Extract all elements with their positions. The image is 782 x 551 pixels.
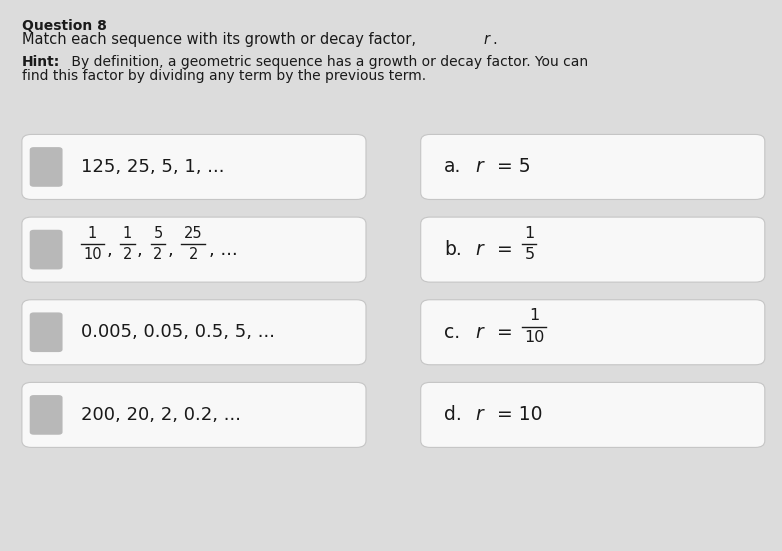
Text: = 5: = 5 [497,158,531,176]
Text: Match each sequence with its growth or decay factor,: Match each sequence with its growth or d… [22,32,421,47]
Text: .: . [493,32,497,47]
FancyBboxPatch shape [22,217,366,282]
Text: 2: 2 [153,247,163,262]
Text: r: r [475,406,483,424]
Text: 5: 5 [153,226,163,241]
Text: =: = [497,240,513,259]
FancyBboxPatch shape [421,382,765,447]
FancyBboxPatch shape [30,312,63,352]
Text: By definition, a geometric sequence has a growth or decay factor. You can: By definition, a geometric sequence has … [67,55,588,69]
Text: 2: 2 [188,247,198,262]
Text: 1: 1 [524,226,535,241]
Text: b.: b. [444,240,462,259]
Text: r: r [475,323,483,342]
FancyBboxPatch shape [22,134,366,199]
Text: 1: 1 [123,226,132,241]
FancyBboxPatch shape [421,217,765,282]
Text: Question 8: Question 8 [22,19,107,33]
Text: =: = [497,323,513,342]
Text: find this factor by dividing any term by the previous term.: find this factor by dividing any term by… [22,69,426,83]
Text: r: r [475,240,483,259]
Text: ,: , [106,241,112,258]
FancyBboxPatch shape [22,382,366,447]
Text: d.: d. [444,406,462,424]
Text: 10: 10 [524,330,544,345]
Text: 10: 10 [83,247,102,262]
Text: = 10: = 10 [497,406,543,424]
FancyBboxPatch shape [22,300,366,365]
Text: r: r [483,32,490,47]
Text: 1: 1 [529,309,540,323]
Text: 200, 20, 2, 0.2, ...: 200, 20, 2, 0.2, ... [81,406,241,424]
Text: 125, 25, 5, 1, ...: 125, 25, 5, 1, ... [81,158,224,176]
Text: ,: , [167,241,173,258]
FancyBboxPatch shape [30,395,63,435]
Text: c.: c. [444,323,461,342]
Text: 5: 5 [525,247,534,262]
Text: 25: 25 [184,226,203,241]
Text: 0.005, 0.05, 0.5, 5, ...: 0.005, 0.05, 0.5, 5, ... [81,323,274,341]
FancyBboxPatch shape [421,134,765,199]
FancyBboxPatch shape [30,230,63,269]
Text: ,: , [137,241,142,258]
Text: r: r [475,158,483,176]
Text: , ...: , ... [209,241,238,258]
Text: Hint:: Hint: [22,55,60,69]
FancyBboxPatch shape [30,147,63,187]
Text: a.: a. [444,158,461,176]
FancyBboxPatch shape [421,300,765,365]
Text: 2: 2 [123,247,132,262]
Text: 1: 1 [88,226,97,241]
